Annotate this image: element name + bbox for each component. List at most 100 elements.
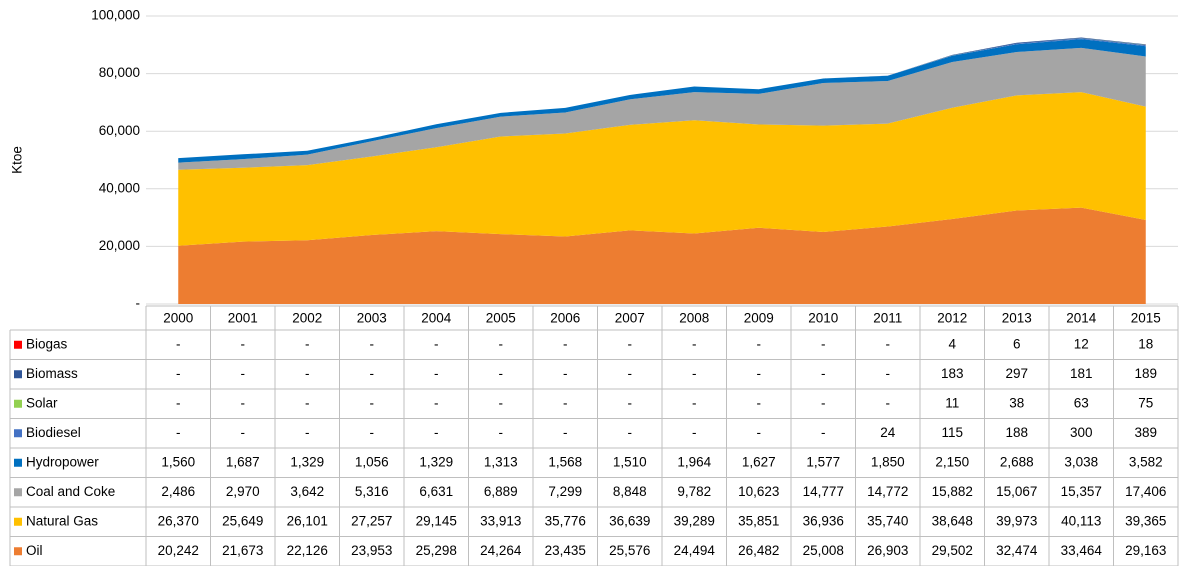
table-cell: -: [176, 366, 181, 381]
table-cell: 6,631: [419, 484, 453, 499]
table-cell: -: [305, 425, 310, 440]
table-cell: 2,150: [935, 454, 969, 469]
table-cell: 1,329: [290, 454, 324, 469]
table-cell: -: [692, 395, 697, 410]
table-cell: -: [757, 366, 762, 381]
table-cell: 24: [880, 425, 896, 440]
legend-key: [14, 399, 22, 408]
table-cell: -: [692, 366, 697, 381]
table-cell: -: [821, 425, 826, 440]
table-cell: 26,101: [287, 513, 328, 528]
table-cell: 3,582: [1129, 454, 1163, 469]
table-cell: 1,964: [677, 454, 711, 469]
y-tick-label: 100,000: [91, 8, 140, 23]
x-tick-label: 2013: [1002, 311, 1032, 326]
legend-label: Coal and Coke: [26, 484, 115, 499]
legend-key: [14, 429, 22, 438]
table-cell: -: [563, 425, 568, 440]
table-cell: -: [563, 395, 568, 410]
table-cell: 4: [948, 336, 956, 351]
table-cell: 21,673: [222, 543, 263, 558]
table-cell: 25,298: [416, 543, 457, 558]
table-cell: 1,687: [226, 454, 260, 469]
table-cell: -: [886, 336, 891, 351]
table-cell: -: [821, 366, 826, 381]
x-tick-label: 2003: [357, 311, 387, 326]
legend-label: Natural Gas: [26, 513, 98, 528]
y-axis-title: Ktoe: [10, 146, 25, 174]
table-cell: 14,772: [867, 484, 908, 499]
area: [178, 47, 1146, 170]
table-cell: 39,973: [996, 513, 1037, 528]
table-cell: 1,850: [871, 454, 905, 469]
table-cell: 27,257: [351, 513, 392, 528]
x-tick-label: 2011: [873, 311, 902, 326]
table-cell: 33,464: [1061, 543, 1103, 558]
table-cell: 300: [1070, 425, 1093, 440]
table-cell: -: [499, 395, 504, 410]
table-cell: 3,642: [290, 484, 324, 499]
table-cell: -: [563, 366, 568, 381]
table-cell: 63: [1074, 395, 1089, 410]
table-cell: 15,067: [996, 484, 1037, 499]
table-cell: 26,482: [738, 543, 779, 558]
x-tick-label: 2009: [744, 311, 774, 326]
legend-label: Oil: [26, 543, 43, 558]
table-cell: 1,313: [484, 454, 518, 469]
table-cell: -: [628, 366, 633, 381]
table-cell: 36,639: [609, 513, 650, 528]
table-cell: 20,242: [158, 543, 199, 558]
table-cell: -: [305, 366, 310, 381]
table-cell: 18: [1138, 336, 1153, 351]
table-cell: -: [499, 336, 504, 351]
y-tick-label: 60,000: [99, 123, 140, 138]
table-cell: 1,560: [161, 454, 195, 469]
x-tick-label: 2000: [163, 311, 193, 326]
table-cell: 181: [1070, 366, 1093, 381]
table-cell: -: [434, 366, 439, 381]
table-cell: -: [305, 336, 310, 351]
x-tick-label: 2002: [292, 311, 322, 326]
y-tick-label: 80,000: [99, 65, 140, 80]
table-cell: 23,435: [545, 543, 586, 558]
table-cell: -: [241, 336, 246, 351]
x-tick-label: 2004: [421, 311, 452, 326]
table-cell: 25,576: [609, 543, 650, 558]
legend-key: [14, 370, 22, 379]
table-cell: 39,289: [674, 513, 715, 528]
table-cell: 39,365: [1125, 513, 1166, 528]
table-cell: -: [757, 336, 762, 351]
table-cell: -: [757, 425, 762, 440]
legend-label: Solar: [26, 395, 58, 410]
table-cell: 1,056: [355, 454, 389, 469]
table-cell: -: [886, 366, 891, 381]
legend-label: Biogas: [26, 336, 68, 351]
area: [178, 207, 1146, 304]
table-cell: -: [305, 395, 310, 410]
x-tick-label: 2006: [550, 311, 580, 326]
y-tick-label: -: [136, 296, 141, 311]
table-cell: 2,486: [161, 484, 195, 499]
table-cell: 38,648: [932, 513, 973, 528]
x-tick-label: 2005: [486, 311, 516, 326]
table-cell: 26,903: [867, 543, 908, 558]
table-cell: -: [176, 336, 181, 351]
table-cell: -: [370, 395, 375, 410]
table-cell: 24,494: [674, 543, 716, 558]
legend-label: Biomass: [26, 366, 78, 381]
table-cell: -: [370, 366, 375, 381]
legend-key: [14, 547, 22, 556]
table-cell: -: [628, 336, 633, 351]
table-cell: 35,740: [867, 513, 908, 528]
table-cell: 29,502: [932, 543, 973, 558]
table-cell: 23,953: [351, 543, 392, 558]
table-cell: 14,777: [803, 484, 844, 499]
x-tick-label: 2014: [1066, 311, 1097, 326]
table-cell: -: [434, 425, 439, 440]
table-cell: 15,357: [1061, 484, 1102, 499]
table-cell: 17,406: [1125, 484, 1166, 499]
legend-label: Hydropower: [26, 454, 99, 469]
table-cell: 3,038: [1064, 454, 1098, 469]
table-cell: 389: [1134, 425, 1157, 440]
table-cell: 35,776: [545, 513, 586, 528]
